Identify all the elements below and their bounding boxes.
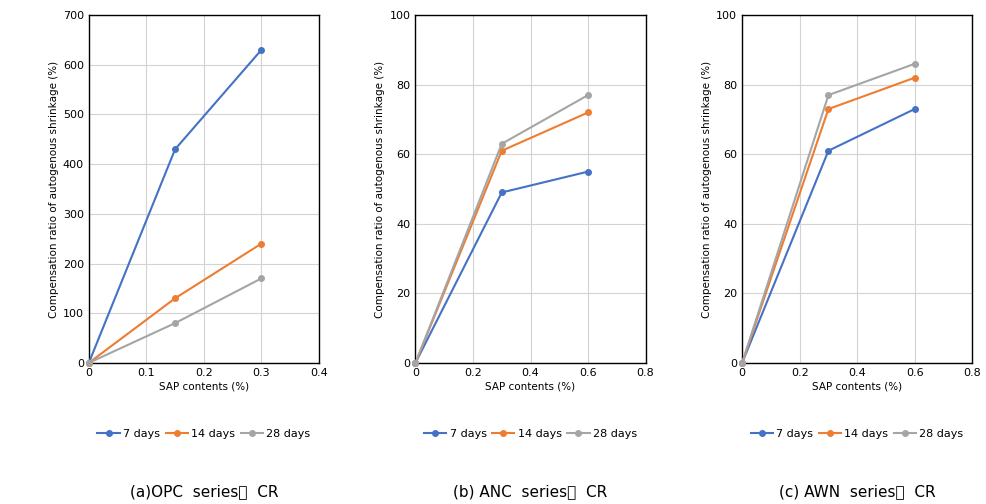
Line: 7 days: 7 days [739, 106, 917, 366]
28 days [255, 275, 267, 281]
28 days [908, 61, 920, 67]
Line: 28 days: 28 days [86, 276, 264, 366]
Line: 7 days: 7 days [86, 47, 264, 366]
14 days [908, 75, 920, 81]
14 days [255, 240, 267, 246]
14 days [169, 295, 180, 301]
28 days [495, 141, 507, 147]
7 days [255, 47, 267, 53]
7 days [582, 168, 594, 175]
14 days [495, 148, 507, 154]
Y-axis label: Compensation ratio of autogenous shrinkage (%): Compensation ratio of autogenous shrinka… [375, 60, 386, 318]
28 days [582, 92, 594, 98]
28 days [169, 320, 180, 326]
Text: (a)OPC  series의  CR: (a)OPC series의 CR [129, 484, 278, 499]
Line: 28 days: 28 days [739, 61, 917, 366]
Text: (b) ANC  series의  CR: (b) ANC series의 CR [453, 484, 607, 499]
7 days [736, 360, 747, 366]
28 days [736, 360, 747, 366]
Line: 14 days: 14 days [412, 110, 591, 366]
7 days [821, 148, 833, 154]
7 days [409, 360, 421, 366]
28 days [821, 92, 833, 98]
Legend: 7 days, 14 days, 28 days: 7 days, 14 days, 28 days [93, 424, 315, 443]
Line: 28 days: 28 days [412, 92, 591, 366]
Legend: 7 days, 14 days, 28 days: 7 days, 14 days, 28 days [419, 424, 641, 443]
X-axis label: SAP contents (%): SAP contents (%) [485, 382, 575, 392]
Text: (c) AWN  series의  CR: (c) AWN series의 CR [778, 484, 935, 499]
7 days [83, 360, 95, 366]
14 days [409, 360, 421, 366]
Line: 14 days: 14 days [86, 241, 264, 366]
Line: 14 days: 14 days [739, 75, 917, 366]
14 days [821, 106, 833, 112]
14 days [736, 360, 747, 366]
7 days [495, 190, 507, 196]
Y-axis label: Compensation ratio of autogenous shrinkage (%): Compensation ratio of autogenous shrinka… [701, 60, 712, 318]
Y-axis label: Compensation ratio of autogenous shrinkage (%): Compensation ratio of autogenous shrinka… [48, 60, 58, 318]
Line: 7 days: 7 days [412, 169, 591, 366]
X-axis label: SAP contents (%): SAP contents (%) [811, 382, 901, 392]
28 days [409, 360, 421, 366]
Legend: 7 days, 14 days, 28 days: 7 days, 14 days, 28 days [745, 424, 967, 443]
14 days [83, 360, 95, 366]
7 days [169, 146, 180, 152]
28 days [83, 360, 95, 366]
7 days [908, 106, 920, 112]
14 days [582, 109, 594, 115]
X-axis label: SAP contents (%): SAP contents (%) [159, 382, 248, 392]
